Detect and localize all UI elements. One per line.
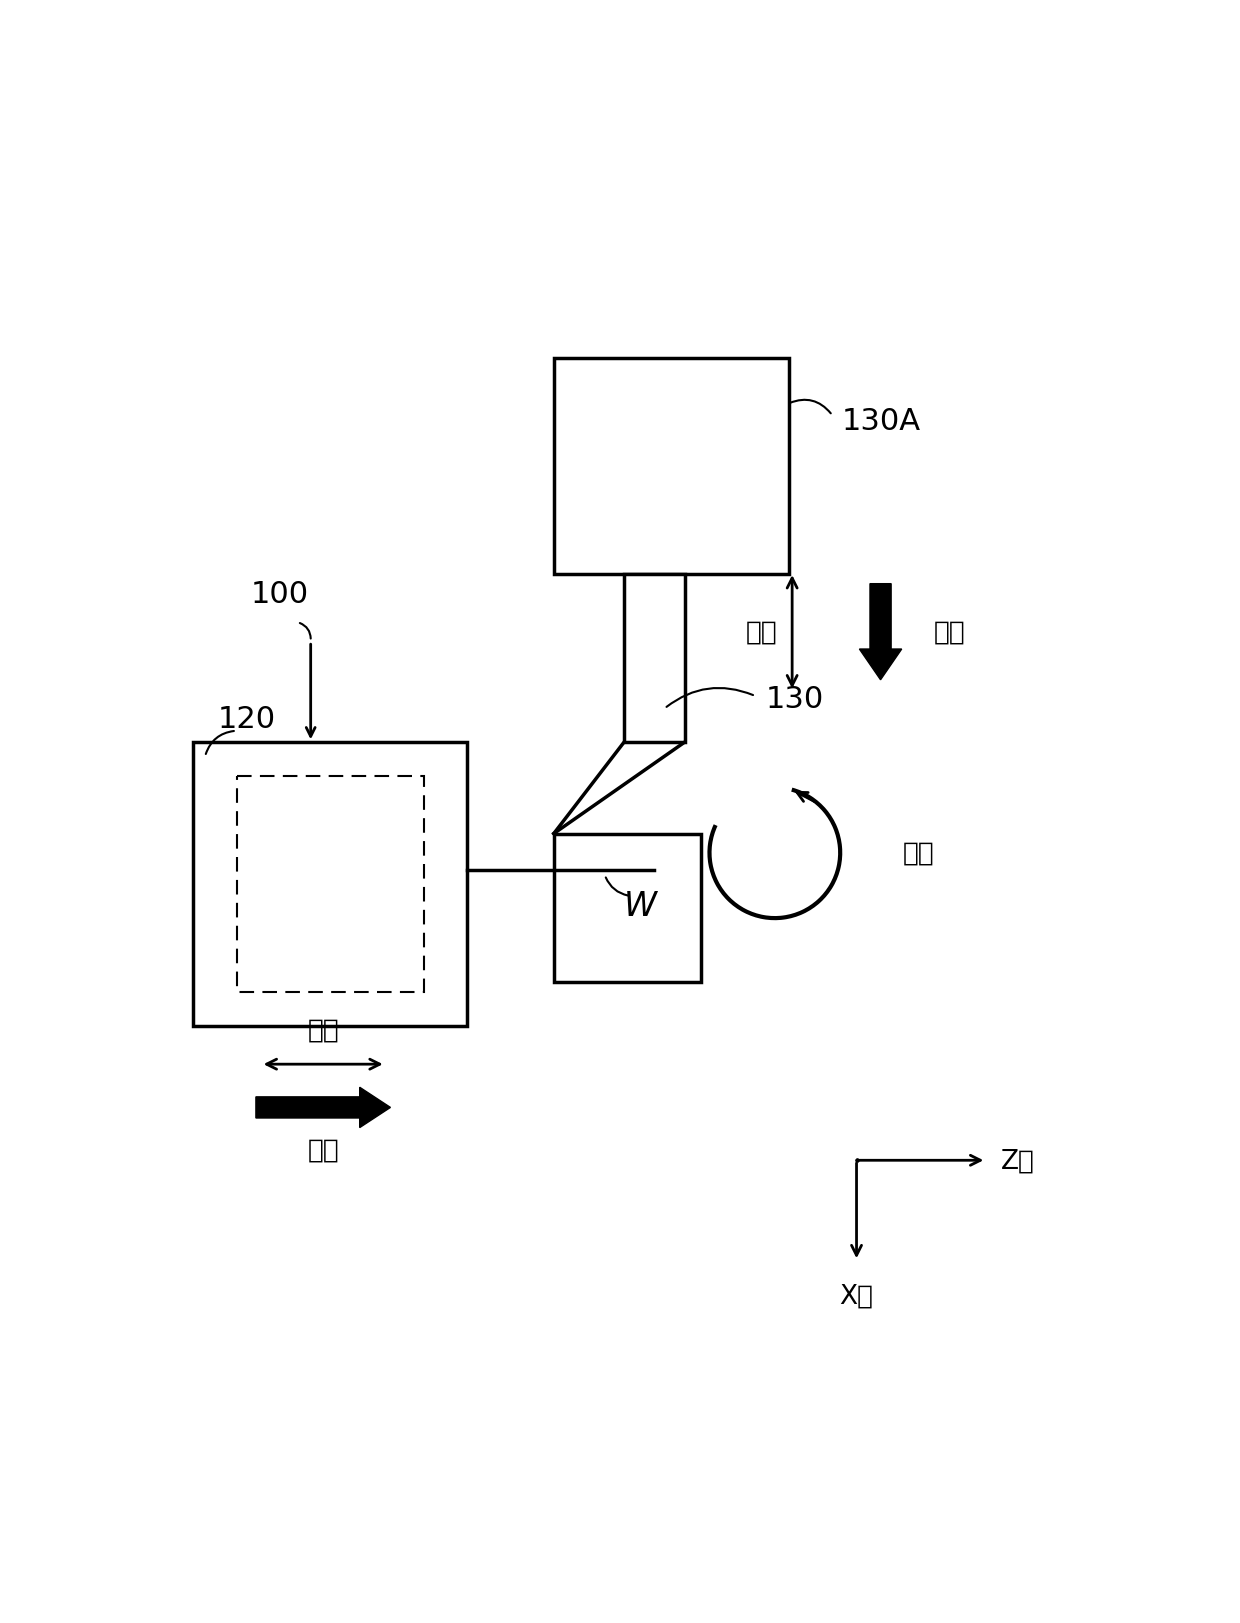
Text: X轴: X轴 — [839, 1282, 873, 1308]
Text: W: W — [624, 889, 657, 922]
Text: 130A: 130A — [842, 406, 921, 435]
Text: 进给: 进给 — [934, 620, 965, 646]
Bar — [237, 776, 424, 993]
Text: 旋转: 旋转 — [903, 841, 935, 867]
Text: 振动: 振动 — [308, 1018, 339, 1044]
Text: 100: 100 — [250, 579, 309, 609]
Text: Z轴: Z轴 — [1001, 1147, 1034, 1173]
Text: 120: 120 — [217, 704, 275, 734]
Bar — [554, 359, 789, 575]
FancyArrow shape — [859, 584, 901, 680]
Text: 进给: 进给 — [308, 1136, 339, 1162]
Text: 振动: 振动 — [746, 620, 777, 646]
Bar — [193, 743, 467, 1026]
Text: 130: 130 — [765, 685, 823, 714]
FancyArrow shape — [255, 1087, 391, 1128]
Bar — [554, 834, 701, 984]
Bar — [624, 575, 684, 743]
